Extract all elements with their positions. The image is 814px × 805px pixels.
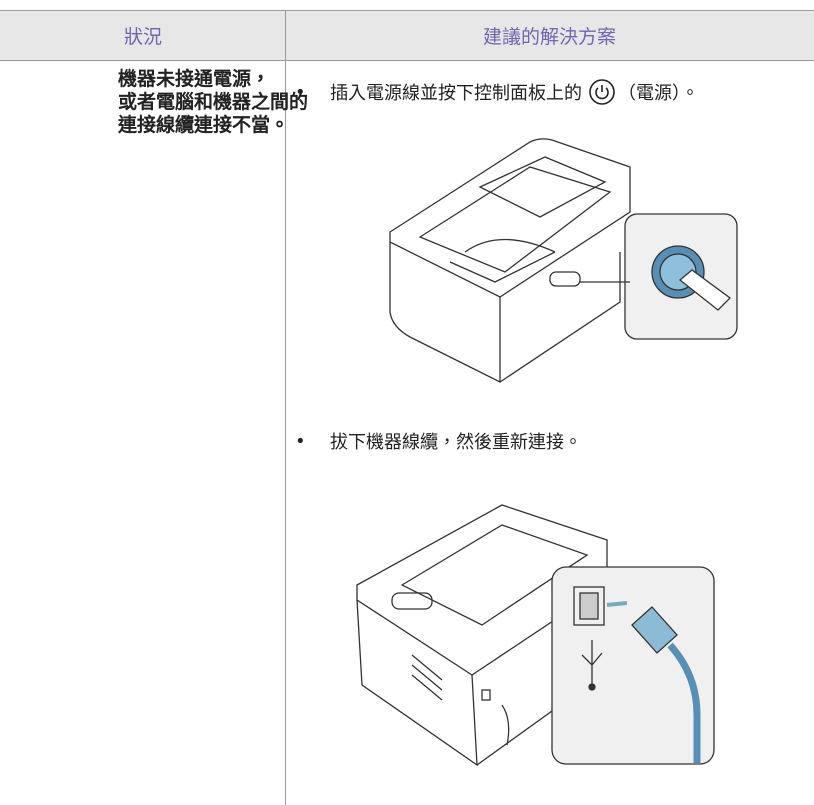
column-divider <box>285 10 286 805</box>
solution-text: 插入電源線並按下控制面板上的 <box>330 83 582 104</box>
bullet: • <box>295 81 306 103</box>
header-cell: 建議的解決方案 <box>285 10 814 61</box>
solution-item: • 插入電源線並按下控制面板上的 （電源）。 <box>295 78 699 106</box>
solution-text: （電源）。 <box>618 83 699 104</box>
solution-text: 拔下機器線纜，然後重新連接。 <box>330 432 582 453</box>
solution-item: • 拔下機器線纜，然後重新連接。 <box>295 428 582 454</box>
situation-line: 或者電腦和機器之間的 <box>118 91 309 113</box>
header-cell: 狀況 <box>0 10 286 61</box>
printer-cable-illustration <box>356 504 715 767</box>
power-icon <box>589 79 615 105</box>
situation-line: 機器未接通電源， <box>118 68 271 90</box>
bullet: • <box>295 430 306 452</box>
situation-cell: 機器未接通電源， 或者電腦和機器之間的 連接線纜連接不當。 <box>118 68 308 137</box>
printer-power-illustration <box>389 138 738 384</box>
situation-line: 連接線纜連接不當。 <box>118 114 290 136</box>
